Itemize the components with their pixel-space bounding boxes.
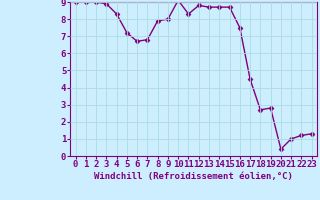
X-axis label: Windchill (Refroidissement éolien,°C): Windchill (Refroidissement éolien,°C) xyxy=(94,172,293,181)
